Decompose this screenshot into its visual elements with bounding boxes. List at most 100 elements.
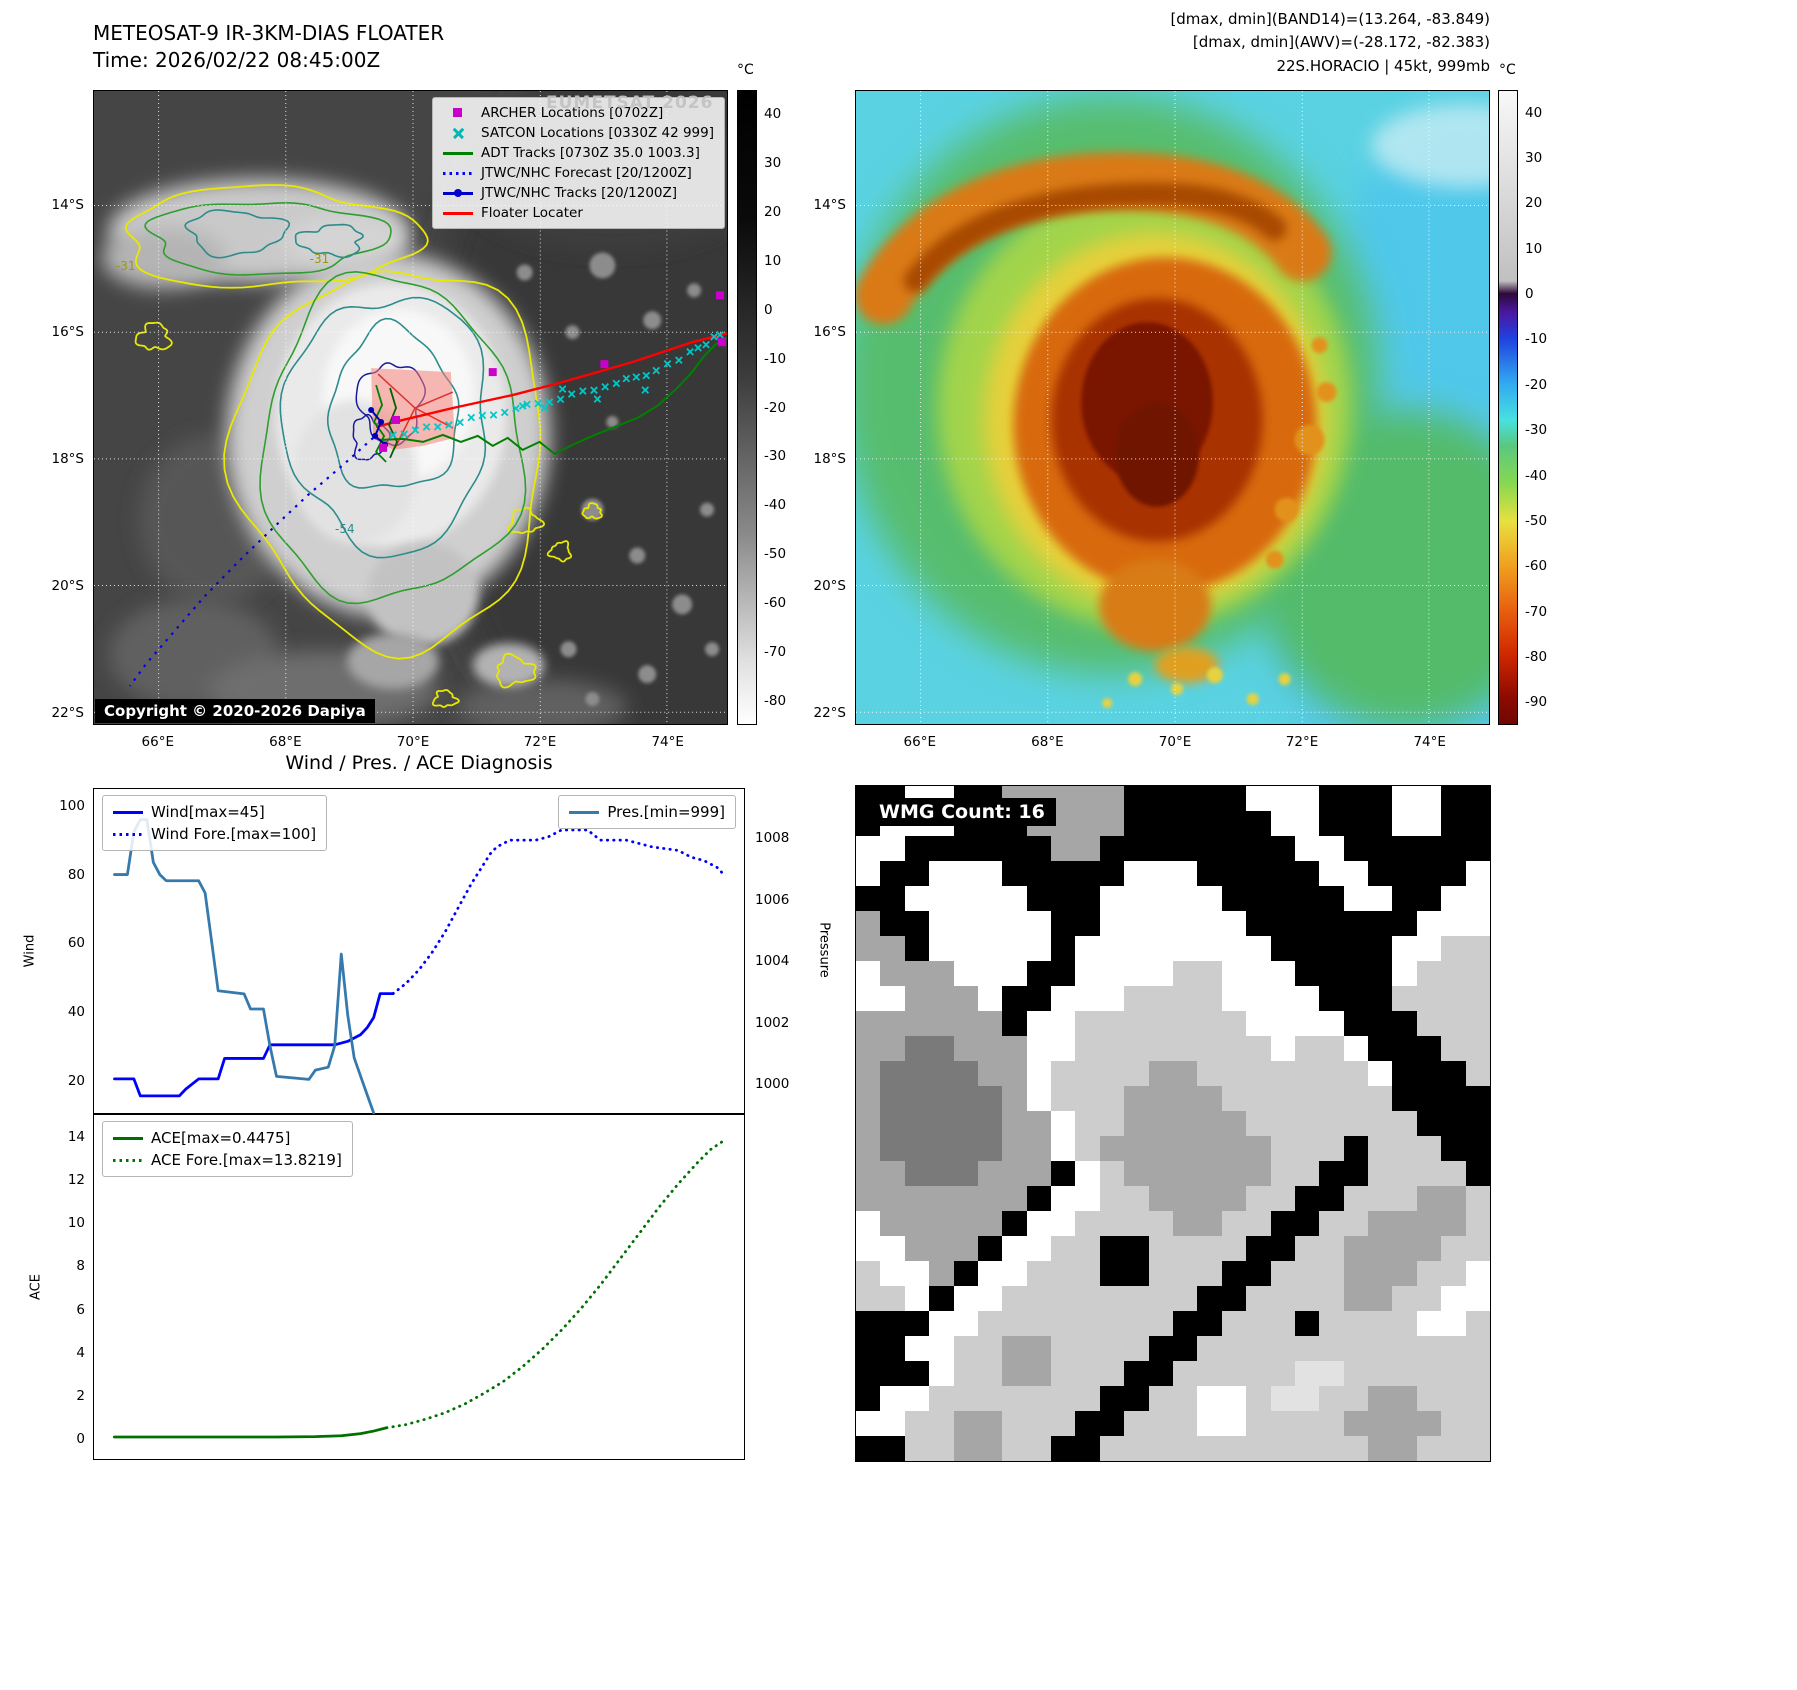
wmg-pixel xyxy=(1319,1411,1344,1436)
wmg-pixel xyxy=(1172,1161,1198,1186)
legend-item: Pres.[min=999] xyxy=(569,803,725,821)
wmg-pixel xyxy=(1172,1361,1198,1386)
wmg-pixel xyxy=(1465,836,1490,861)
wmg-pixel xyxy=(1124,811,1149,836)
wmg-pixel xyxy=(977,1186,1003,1211)
wmg-pixel xyxy=(1465,1261,1490,1286)
wmg-pixel xyxy=(953,1061,978,1086)
wmg-pixel xyxy=(1099,1311,1125,1336)
wmg-pixel xyxy=(1319,1161,1344,1186)
wmg-pixel xyxy=(880,1386,905,1411)
left_map-colorbar-tick: 40 xyxy=(764,106,782,123)
wmg-pixel xyxy=(953,986,978,1011)
line-dot-marker-icon xyxy=(443,186,473,200)
wmg-pixel xyxy=(1392,1211,1417,1236)
right-axis-tick-label: 1006 xyxy=(755,891,790,908)
wmg-pixel xyxy=(1441,1286,1466,1311)
satcon-x-icon xyxy=(652,366,661,375)
wmg-pixel xyxy=(1270,1311,1295,1336)
wmg-pixel xyxy=(953,1386,978,1411)
wmg-pixel xyxy=(1294,811,1320,836)
wmg-pixel xyxy=(929,1086,954,1111)
wmg-pixel xyxy=(1270,1261,1295,1286)
wmg-pixel xyxy=(1416,1336,1442,1361)
legend-line-sample xyxy=(443,152,473,155)
wmg-pixel xyxy=(1441,886,1466,911)
wmg-pixel xyxy=(1416,986,1442,1011)
contour-value-label: -31 xyxy=(115,258,136,273)
left_map-colorbar-tick: -10 xyxy=(764,350,787,367)
jtwc-track xyxy=(370,409,386,446)
wmg-pixel xyxy=(904,1111,930,1136)
left-map-subtitle: Time: 2026/02/22 08:45:00Z xyxy=(93,48,381,72)
wmg-pixel xyxy=(1075,861,1100,886)
left_map-colorbar-tick: -30 xyxy=(764,448,787,465)
wmg-pixel xyxy=(1026,836,1052,861)
wmg-pixel xyxy=(1099,1186,1125,1211)
wmg-pixel xyxy=(1026,1311,1052,1336)
wmg-pixel xyxy=(1368,1111,1393,1136)
wmg-pixel xyxy=(1343,1186,1369,1211)
contour-value-label: -54 xyxy=(335,522,355,537)
wmg-pixel xyxy=(1002,986,1027,1011)
wmg-pixel xyxy=(1002,1261,1027,1286)
wmg-pixel xyxy=(856,1086,881,1111)
wmg-pixel xyxy=(1148,1386,1173,1411)
wmg-pixel xyxy=(1294,886,1320,911)
wmg-pixel xyxy=(1246,1086,1271,1111)
wmg-pixel xyxy=(929,1061,954,1086)
wmg-pixel xyxy=(1221,1211,1247,1236)
wmg-pixel xyxy=(1148,1336,1173,1361)
wmg-pixel xyxy=(1294,936,1320,961)
wmg-pixel xyxy=(1270,1011,1295,1036)
wmg-pixel xyxy=(1221,1311,1247,1336)
wmg-pixel xyxy=(977,1261,1003,1286)
wmg-pixel xyxy=(1368,1061,1393,1086)
wmg-pixel xyxy=(1368,811,1393,836)
wmg-pixel xyxy=(904,1161,930,1186)
contour-line xyxy=(259,271,527,605)
wmg-pixel xyxy=(1368,1361,1393,1386)
wmg-pixel xyxy=(1343,1086,1369,1111)
wmg-pixel xyxy=(1294,1411,1320,1436)
wmg-pixel xyxy=(1172,911,1198,936)
wmg-pixel xyxy=(977,886,1003,911)
wmg-pixel xyxy=(1051,1436,1076,1461)
wmg-pixel xyxy=(1441,1261,1466,1286)
wmg-pixel xyxy=(880,836,905,861)
wmg-pixel xyxy=(1392,936,1417,961)
x-marker-icon xyxy=(443,126,473,140)
wmg-pixel xyxy=(1172,1211,1198,1236)
satcon-markers xyxy=(389,331,724,439)
satcon-x-icon xyxy=(422,423,431,431)
right_map-ytick-label: 14°S xyxy=(813,196,847,213)
wmg-pixel xyxy=(1368,911,1393,936)
wmg-pixel xyxy=(1441,786,1466,811)
wmg-pixel xyxy=(1368,786,1393,811)
right-colorbar-unit: °C xyxy=(1499,62,1516,78)
wmg-pixel xyxy=(1368,1311,1393,1336)
left-axis-tick-label: 40 xyxy=(67,1004,85,1021)
wmg-pixel xyxy=(1172,1036,1198,1061)
wmg-pixel xyxy=(1124,1111,1149,1136)
satcon-x-icon xyxy=(686,347,694,356)
satcon-x-icon xyxy=(601,382,610,391)
wmg-pixel xyxy=(1197,1311,1222,1336)
wmg-pixel xyxy=(856,1311,881,1336)
wmg-pixel xyxy=(1416,1036,1442,1061)
wmg-pixel xyxy=(929,961,954,986)
wmg-pixel xyxy=(1172,1386,1198,1411)
wmg-pixel xyxy=(1148,1011,1173,1036)
wmg-pixel xyxy=(1368,861,1393,886)
wmg-pixel xyxy=(1392,836,1417,861)
wmg-pixel xyxy=(1294,961,1320,986)
wmg-pixel xyxy=(1441,961,1466,986)
wmg-pixel xyxy=(1075,1161,1100,1186)
wmg-pixel xyxy=(1172,836,1198,861)
wmg-pixel xyxy=(1416,1361,1442,1386)
wmg-pixel xyxy=(1368,1211,1393,1236)
wmg-pixel xyxy=(1148,861,1173,886)
wmg-pixel xyxy=(1026,1186,1052,1211)
wmg-pixel xyxy=(1343,1011,1369,1036)
wmg-pixel xyxy=(1319,1286,1344,1311)
